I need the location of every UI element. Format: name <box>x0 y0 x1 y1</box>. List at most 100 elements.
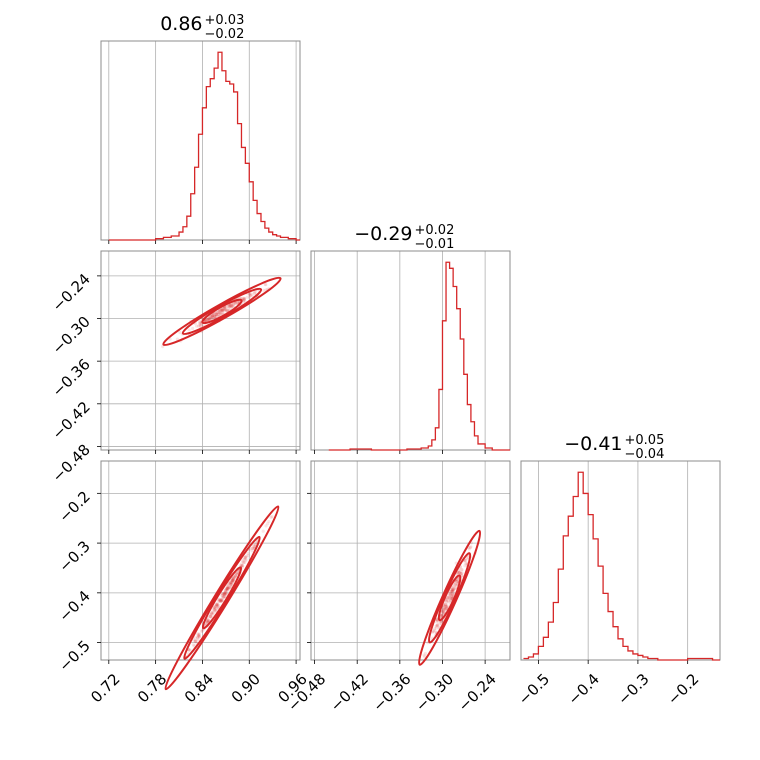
pair-p2-p1-point <box>223 307 227 311</box>
pair-p2-p1-point <box>207 318 211 322</box>
pair-p3-p2-point <box>439 622 443 626</box>
pair-p3-p1-point <box>235 571 240 575</box>
pair-p3-p1-ylabel-2: −0.4 <box>55 587 93 625</box>
pair-p2-p1-ylabel-1: −0.30 <box>49 313 94 358</box>
pair-p2-p1-point <box>214 312 219 316</box>
pair-p3-p1-point <box>225 587 229 591</box>
hist-p1-title-plus: +0.03 <box>205 13 245 28</box>
pair-p3-p2-point <box>444 599 448 603</box>
pair-p2-p1-point <box>234 301 238 305</box>
pair-p3-p1-xlabel-0: 0.72 <box>87 670 123 706</box>
pair-p3-p2-contour-0 <box>437 574 462 622</box>
pair-p3-p2-point <box>433 628 437 632</box>
pair-p2-p1-point <box>207 317 211 322</box>
pair-p3-p1-point <box>230 579 235 583</box>
pair-p2-p1-point <box>198 321 203 325</box>
pair-p3-p2-point <box>459 572 463 576</box>
pair-p3-p1-point <box>197 634 202 639</box>
pair-p3-p1-point <box>197 632 201 637</box>
pair-p2-p1-point <box>242 297 246 301</box>
pair-p3-p1-point <box>222 592 226 596</box>
pair-p3-p2-point <box>443 604 448 608</box>
pair-p2-p1-point <box>211 314 215 319</box>
pair-p3-p1-point <box>200 629 204 634</box>
pair-p3-p2-point <box>445 600 449 604</box>
pair-p3-p2-point <box>451 592 456 596</box>
pair-p3-p2-point <box>435 617 439 621</box>
pair-p3-p2-point <box>453 586 457 590</box>
pair-p2-p1-point <box>214 313 218 317</box>
pair-p3-p2-scatter <box>422 541 477 659</box>
pair-p3-p2-point <box>443 602 447 606</box>
pair-p3-p1-point <box>231 579 235 583</box>
pair-p3-p1-point <box>241 560 245 564</box>
pair-p2-p1-point <box>204 318 208 323</box>
pair-p3-p2-point <box>448 590 452 594</box>
pair-p3-p1-point <box>240 559 245 563</box>
pair-p2-p1-ylabel-3: −0.42 <box>49 398 94 443</box>
pair-p3-p1-xlabel-1: 0.78 <box>134 670 170 706</box>
pair-p3-p2-point <box>448 592 452 596</box>
pair-p3-p2-point <box>450 589 455 593</box>
pair-p3-p2-point <box>464 558 468 562</box>
hist-p2-frame <box>310 250 511 451</box>
pair-p3-p1-point <box>244 555 248 559</box>
pair-p2-p1-point <box>224 307 228 311</box>
pair-p3-p1-point <box>212 606 216 610</box>
pair-p3-p1-point <box>251 546 255 550</box>
pair-p2-p1-ylabel-4: −0.48 <box>49 441 94 486</box>
pair-p3-p1-point <box>240 563 244 568</box>
pair-p3-p1-point <box>223 591 228 595</box>
pair-p3-p1-point <box>193 639 198 643</box>
pair-p2-p1-point <box>207 317 211 321</box>
pair-p3-p2-point <box>444 598 448 603</box>
pair-p2-p1-point <box>214 315 218 319</box>
pair-p2-p1-point <box>223 306 227 310</box>
pair-p3-p2-point <box>455 579 459 584</box>
pair-p3-p1-point <box>214 609 218 613</box>
pair-p3-p1-point <box>233 573 238 578</box>
hist-p2-title-minus: −0.01 <box>415 237 455 252</box>
pair-p3-p1-point <box>196 632 200 636</box>
pair-p3-p2-contour-2 <box>418 529 482 666</box>
pair-p3-p1-point <box>216 605 220 609</box>
pair-p3-p1-point <box>231 579 235 583</box>
pair-p2-p1-point <box>220 309 224 313</box>
pair-p3-p1-point <box>223 588 228 592</box>
pair-p3-p1-point <box>223 590 227 595</box>
pair-p3-p1-point <box>191 643 196 647</box>
pair-p3-p1-point <box>225 586 229 590</box>
pair-p2-p1-point <box>215 313 220 317</box>
pair-p3-p2-point <box>457 570 461 574</box>
pair-p3-p2-point <box>449 598 453 602</box>
pair-p3-p1-point <box>244 559 248 563</box>
pair-p3-p1-point <box>246 553 250 558</box>
pair-p2-p1-point <box>232 304 236 308</box>
pair-p3-p1-point <box>223 588 228 593</box>
pair-p2-p1-point <box>248 295 252 299</box>
hist-p3-xlabel-3: −0.2 <box>664 670 702 708</box>
pair-p3-p1-point <box>196 634 200 638</box>
hist-p2-title-plus: +0.02 <box>415 223 455 238</box>
pair-p3-p1-point <box>220 598 225 603</box>
pair-p3-p1-xlabel-3: 0.90 <box>228 670 264 706</box>
pair-p3-p1-frame <box>100 460 301 661</box>
pair-p2-p1-point <box>220 308 224 312</box>
pair-p3-p2-point <box>453 583 457 587</box>
pair-p3-p1-point <box>220 598 224 602</box>
pair-p2-p1-point <box>241 296 245 300</box>
pair-p3-p2-point <box>459 571 463 576</box>
pair-p3-p1-point <box>220 592 224 596</box>
pair-p3-p1-point <box>208 612 213 616</box>
pair-p2-p1-point <box>250 292 254 297</box>
pair-p3-p2-point <box>434 626 438 630</box>
pair-p3-p1-point <box>218 598 222 602</box>
pair-p3-p1-point <box>215 604 219 608</box>
pair-p2-p1-point <box>230 304 234 309</box>
pair-p3-p1-point <box>235 572 239 576</box>
pair-p2-p1-point <box>229 303 233 308</box>
pair-p2-p1-frame <box>100 250 301 451</box>
pair-p3-p1-point <box>246 551 250 556</box>
pair-p2-p1-point <box>235 300 239 305</box>
pair-p3-p1-point <box>229 581 233 585</box>
